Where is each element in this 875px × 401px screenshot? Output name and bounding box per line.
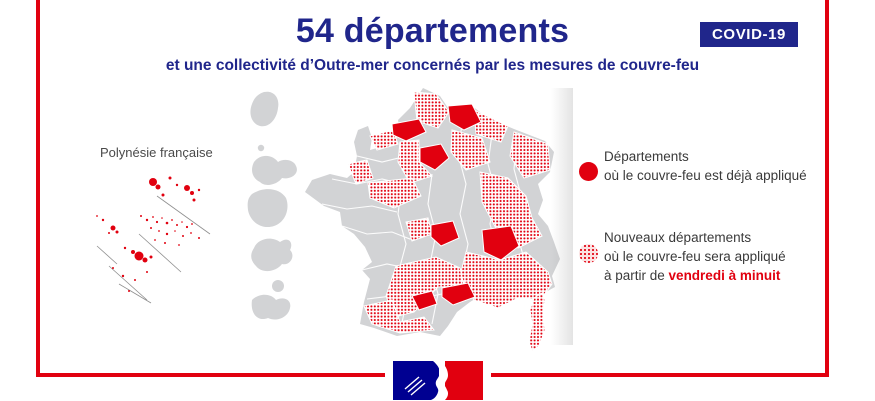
legend-new-label: Nouveaux départements où le couvre-feu s… [604, 228, 786, 285]
frame-border-right [825, 0, 829, 377]
map-applied-curfew-regions [391, 103, 520, 311]
legend-new-line3-prefix: à partir de [604, 268, 669, 283]
government-logo [384, 361, 491, 401]
legend-new-dot-icon [579, 244, 598, 263]
legend-applied-line2: où le couvre-feu est déjà appliqué [604, 168, 807, 183]
covid-badge: COVID-19 [700, 22, 798, 47]
legend-applied-dot-icon [579, 162, 598, 181]
legend-applied-line1: Départements [604, 149, 689, 164]
france-map [305, 88, 560, 352]
legend-new-line3: à partir de vendredi à minuit [604, 266, 786, 285]
overseas-territories-map [247, 91, 297, 320]
map-legend-divider [551, 88, 573, 345]
frame-border-left [36, 0, 40, 377]
map-new-curfew-regions [347, 91, 553, 352]
marianne-flag-icon [392, 361, 483, 400]
polynesia-map [96, 176, 211, 304]
page-subtitle: et une collectivité d’Outre-mer concerné… [165, 57, 700, 74]
legend-applied-label: Départements où le couvre-feu est déjà a… [604, 147, 807, 185]
page-title: 54 départements [295, 12, 570, 50]
legend-new-line1: Nouveaux départements [604, 230, 752, 245]
header: 54 départements et une collectivité d’Ou… [40, 12, 825, 75]
polynesia-label: Polynésie française [100, 145, 213, 160]
legend-new-line3-highlight: vendredi à minuit [668, 268, 781, 283]
legend-new-line2: où le couvre-feu sera appliqué [604, 249, 786, 264]
